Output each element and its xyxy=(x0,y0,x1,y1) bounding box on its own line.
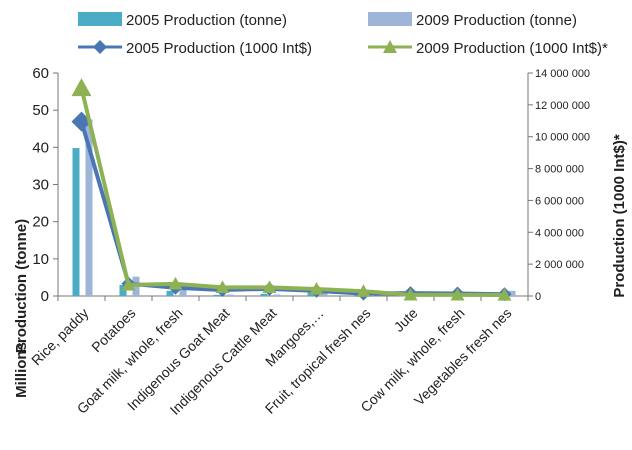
y-tick-right-label: 12 000 000 xyxy=(535,100,590,112)
y-tick-right-label: 14 000 000 xyxy=(535,68,590,80)
point-2009-intd xyxy=(262,280,277,293)
x-tick-label: Jute xyxy=(391,305,421,335)
legend-marker-2005-intd xyxy=(93,40,107,54)
bar-2005-tonne xyxy=(166,290,174,296)
bar-2005-tonne xyxy=(72,148,80,296)
point-2009-intd xyxy=(403,287,418,301)
legend-marker-2009-intd xyxy=(383,40,397,53)
y-tick-left-label: 30 xyxy=(32,177,49,194)
y-tick-right-label: 10 000 000 xyxy=(535,132,590,144)
bar-2009-tonne xyxy=(226,294,234,296)
bar-2009-tonne xyxy=(320,292,328,296)
point-2009-intd xyxy=(71,78,92,97)
point-2009-intd xyxy=(356,284,371,297)
y-tick-right-label: 0 xyxy=(535,291,541,303)
y-axis-left-title: Production (tonne) xyxy=(13,219,30,353)
y-tick-left-label: 20 xyxy=(32,214,49,231)
bar-2009-tonne xyxy=(85,119,93,296)
bar-2005-tonne xyxy=(260,293,268,296)
legend-swatch-2005-tonne xyxy=(78,12,122,26)
series-line-2005-intd xyxy=(79,121,505,297)
legend-label-2009-tonne: 2009 Production (tonne) xyxy=(416,12,577,29)
legend-swatch-2009-tonne xyxy=(368,12,412,26)
point-2009-intd xyxy=(497,288,512,301)
point-2009-intd xyxy=(215,280,230,293)
y-tick-left-label: 40 xyxy=(32,139,49,156)
point-2009-intd xyxy=(168,276,183,290)
legend-label-2005-tonne: 2005 Production (tonne) xyxy=(126,12,287,29)
y-tick-left-label: 50 xyxy=(32,102,49,119)
series-line-2009-intd xyxy=(79,87,505,298)
bar-2009-tonne xyxy=(179,287,187,296)
bar-2009-tonne xyxy=(508,290,516,296)
y-tick-right-label: 8 000 000 xyxy=(535,164,584,176)
y-tick-left-label: 10 xyxy=(32,251,49,268)
x-tick-label: Rice, paddy xyxy=(28,305,92,369)
point-2009-intd xyxy=(121,277,136,291)
bar-2009-tonne xyxy=(273,294,281,296)
legend-label-2005-intd: 2005 Production (1000 Int$) xyxy=(126,40,312,57)
legend: 2005 Production (tonne) 2009 Production … xyxy=(78,12,608,57)
y-tick-right-label: 4 000 000 xyxy=(535,227,584,239)
y-tick-left-label: 60 xyxy=(32,65,49,82)
y-tick-right-label: 6 000 000 xyxy=(535,195,584,207)
y-axis-right-title: Production (1000 Int$)* xyxy=(611,134,628,298)
point-2009-intd xyxy=(309,281,324,295)
legend-label-2009-intd: 2009 Production (1000 Int$)* xyxy=(416,40,608,57)
point-2009-intd xyxy=(450,287,465,301)
y-tick-right-label: 2 000 000 xyxy=(535,259,584,271)
plot-area: 0 10 20 30 40 50 60 0 2 000 000 4 000 000 6 000 00… xyxy=(28,65,590,418)
y-axis-left-unit: Millions xyxy=(13,342,30,398)
y-tick-left-label: 0 xyxy=(41,288,49,305)
bar-2005-tonne xyxy=(213,294,221,296)
